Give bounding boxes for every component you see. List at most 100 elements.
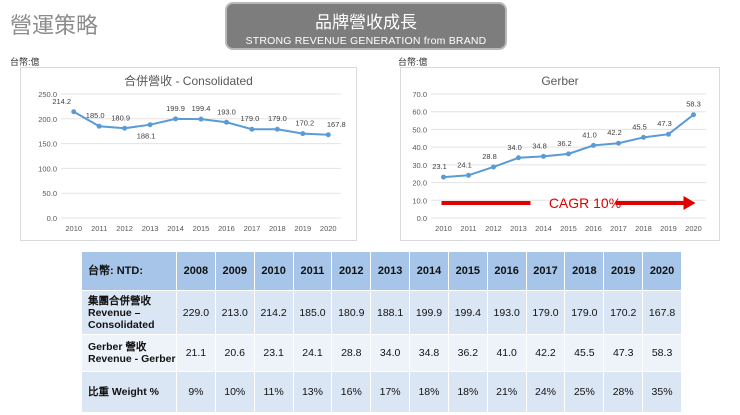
x-tick-label: 2020 <box>320 224 337 233</box>
y-tick-label: 50.0 <box>42 189 57 198</box>
title-banner: 品牌營收成長 STRONG REVENUE GENERATION from BR… <box>225 2 507 50</box>
year-header: 2008 <box>176 252 216 291</box>
table-cell: 36.2 <box>448 334 488 372</box>
x-tick-label: 2010 <box>435 224 452 233</box>
data-point <box>300 131 306 137</box>
banner-title: 品牌營收成長 <box>315 13 417 33</box>
table-cell: 23.1 <box>254 334 294 372</box>
row-label-line: Consolidated <box>88 318 155 331</box>
data-label: 34.8 <box>532 141 547 150</box>
x-tick-label: 2014 <box>167 224 184 233</box>
data-point <box>466 172 471 178</box>
data-label: 23.1 <box>432 162 447 171</box>
x-tick-label: 2019 <box>660 224 677 233</box>
data-point <box>591 142 596 148</box>
year-header: 2012 <box>331 252 372 291</box>
table-cell: 24.1 <box>293 334 333 372</box>
data-point <box>491 164 496 170</box>
data-point <box>641 134 646 140</box>
table-cell: 179.0 <box>564 290 605 335</box>
table-cell: 34.0 <box>370 334 411 372</box>
data-label: 214.2 <box>52 97 71 106</box>
table-cell: 18% <box>448 371 488 413</box>
cagr-annotation: CAGR 10% <box>549 195 621 211</box>
consolidated-chart-frame: 合併營收 - Consolidated 0.0 50.0 100.0 150.0 200.… <box>20 67 357 241</box>
table-cell: 180.9 <box>331 290 372 335</box>
table-cell: 188.1 <box>370 290 411 335</box>
year-header: 2011 <box>293 252 333 291</box>
year-header: 2013 <box>370 252 411 291</box>
data-label: 58.3 <box>686 100 701 109</box>
table-cell: 58.3 <box>642 334 682 372</box>
row-label-line: Revenue – <box>88 306 141 319</box>
data-label: 28.8 <box>482 152 497 161</box>
data-label: 41.0 <box>582 130 597 139</box>
table-cell: 25% <box>564 371 605 413</box>
data-point <box>616 140 621 146</box>
x-tick-label: 2011 <box>91 224 107 233</box>
table-cell: 11% <box>254 371 294 413</box>
x-tick-label: 2014 <box>535 224 552 233</box>
y-tick-label: 30.0 <box>412 161 427 170</box>
data-label: 180.9 <box>111 113 130 122</box>
table-cell: 28% <box>603 371 644 413</box>
data-point <box>516 155 521 161</box>
data-point <box>249 126 255 132</box>
year-header: 2015 <box>448 252 488 291</box>
data-label: 193.0 <box>217 107 236 116</box>
table-cell: 21.1 <box>176 334 216 372</box>
gerber-chart: Gerber 0.0 10.0 20.0 30.0 40.0 50.0 60.0 70.0 201… <box>412 74 706 233</box>
year-header: 2014 <box>409 252 449 291</box>
x-tick-label: 2012 <box>116 224 133 233</box>
page-title: 營運策略 <box>10 14 99 39</box>
table-row-weight: 比重 Weight % 9% 10% 11% 13% 16% 17% 18% 1… <box>82 371 682 413</box>
year-header: 2010 <box>254 252 294 291</box>
table-cell: 17% <box>370 371 411 413</box>
data-point <box>691 112 696 118</box>
table-cell: 42.2 <box>526 334 566 372</box>
x-tick-label: 2015 <box>560 224 577 233</box>
table-cell: 10% <box>215 371 255 413</box>
y-tick-label: 10.0 <box>412 196 427 205</box>
x-tick-label: 2013 <box>142 224 159 233</box>
data-point <box>541 153 546 159</box>
table-cell: 28.8 <box>331 334 372 372</box>
table-cell: 213.0 <box>215 290 255 335</box>
year-header: 2018 <box>564 252 605 291</box>
table-cell: 229.0 <box>176 290 216 335</box>
data-label: 36.2 <box>557 139 572 148</box>
banner-subtitle: STRONG REVENUE GENERATION from BRAND <box>245 35 487 47</box>
x-tick-label: 2013 <box>510 224 527 233</box>
x-tick-label: 2020 <box>685 224 702 233</box>
x-tick-label: 2019 <box>294 224 311 233</box>
table-cell: 34.8 <box>409 334 449 372</box>
data-label: 179.0 <box>268 114 287 123</box>
data-point <box>666 131 671 137</box>
x-tick-label: 2017 <box>610 224 627 233</box>
x-tick-label: 2015 <box>193 224 210 233</box>
year-header: 2017 <box>526 252 566 291</box>
data-point <box>441 174 446 180</box>
row-label-line: Gerber 營收 <box>88 341 147 353</box>
data-point <box>71 109 77 115</box>
table-cell: 199.4 <box>448 290 488 335</box>
data-point <box>198 116 204 122</box>
chart-unit-gerber: 台幣:億 <box>398 57 428 67</box>
table-cell: 16% <box>331 371 372 413</box>
y-tick-label: 200.0 <box>38 115 57 124</box>
table-row-consolidated: 集團合併營收 Revenue – Consolidated 229.0 213.… <box>82 290 682 335</box>
table-cell: 13% <box>293 371 333 413</box>
data-point <box>566 151 571 157</box>
data-label: 42.2 <box>607 128 622 137</box>
table-cell: 45.5 <box>564 334 605 372</box>
table-header-row: 台幣: NTD: 2008 2009 2010 2011 2012 2013 2… <box>82 252 682 291</box>
table-cell: 170.2 <box>603 290 644 335</box>
year-header: 2020 <box>642 252 682 291</box>
y-tick-label: 150.0 <box>38 140 57 149</box>
row-label-line: 比重 Weight % <box>88 386 159 398</box>
x-tick-label: 2018 <box>269 224 286 233</box>
data-point <box>325 132 331 138</box>
table-cell: 24% <box>526 371 566 413</box>
x-tick-label: 2016 <box>585 224 602 233</box>
row-label-weight: 比重 Weight % <box>82 371 177 413</box>
